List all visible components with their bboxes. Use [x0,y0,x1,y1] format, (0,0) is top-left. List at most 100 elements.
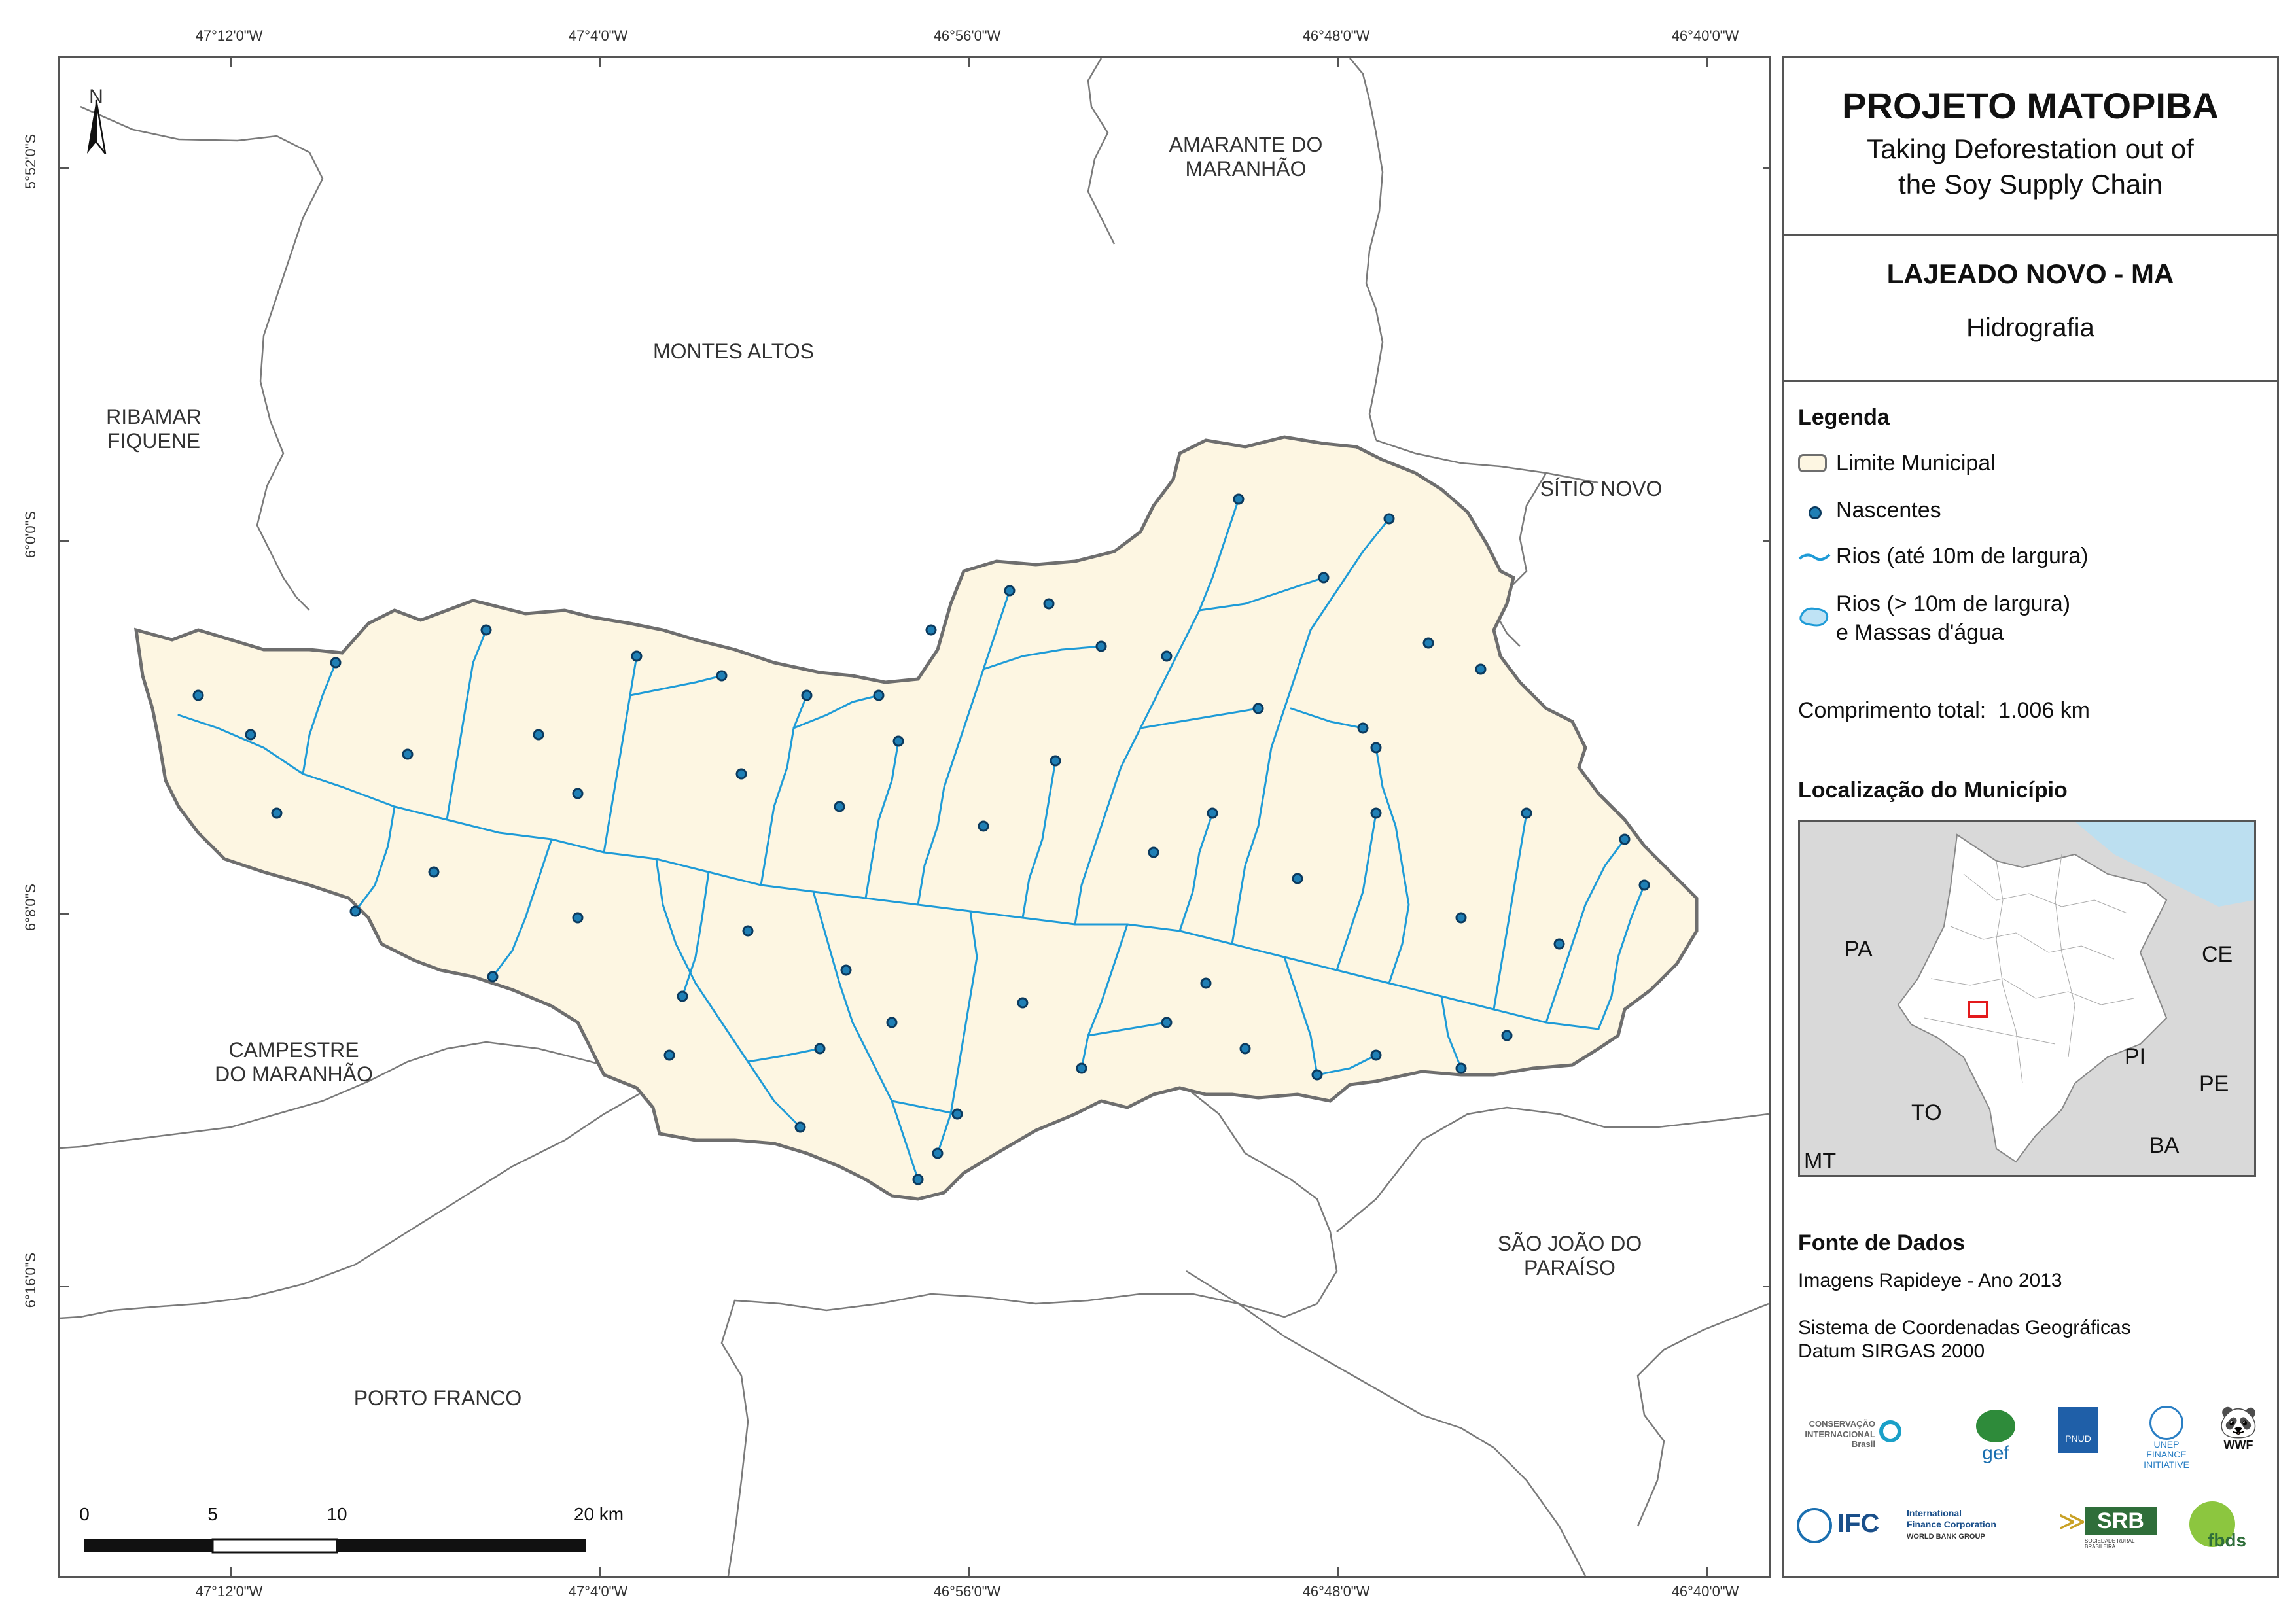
project-title: PROJETO MATOPIBA [1842,85,2219,126]
fbds-text: fbds [2208,1530,2247,1550]
nascente-point [330,657,342,669]
srb-logo: ≫ SRB SOCIEDADE RURAL BRASILEIRA [2058,1504,2163,1550]
graticule-ticks [60,58,1769,1576]
map-frame[interactable]: N AMARANTE DO MARANHÃO MONTES ALTOS RIBAM… [58,56,1771,1578]
map-canvas [60,58,1769,1576]
unep-fi-logo: UNEP FINANCE INITIATIVE [2137,1406,2196,1471]
nascente-point [192,689,204,701]
nascente-point [487,971,499,983]
unep-text: UNEP [2153,1439,2180,1450]
lon-label-bottom: 47°12'0"W [195,1583,263,1599]
project-subtitle-1: Taking Deforestation out of [1867,133,2194,164]
nascente-point [677,990,688,1002]
place-label-sao-joao: SÃO JOÃO DO PARAÍSO [1497,1232,1642,1280]
nascente-point [925,624,937,636]
state-label: MT [1804,1149,1837,1174]
ci-text: CONSERVAÇÃO [1809,1419,1875,1429]
place-label-sitio-novo: SÍTIO NOVO [1540,477,1663,500]
lon-label-bottom: 46°48'0"W [1302,1583,1370,1599]
nascente-point [840,964,852,976]
ci-text: INTERNACIONAL [1805,1429,1875,1439]
nascente-point [572,912,584,924]
srb-sub: SOCIEDADE RURAL BRASILEIRA [2085,1538,2135,1550]
nascente-point [951,1108,963,1120]
divider [1784,234,2277,236]
pnud-logo: PNUD [2058,1407,2102,1466]
place-label-ribamar: RIBAMAR FIQUENE [106,405,202,453]
nascente-point [814,1043,826,1055]
place-label-amarante: AMARANTE DO MARANHÃO [1169,133,1323,181]
lon-label-bottom: 46°56'0"W [933,1583,1001,1599]
nascente-point [631,650,643,662]
lon-label-top: 46°56'0"W [933,27,1001,44]
srb-text: SRB [2085,1507,2157,1535]
place-label-porto-franco: PORTO FRANCO [353,1386,522,1410]
title-block: PROJETO MATOPIBA Taking Deforestation ou… [1784,84,2277,200]
legend-label: e Massas d'água [1836,620,2004,646]
nascente-point [1252,703,1264,714]
municipio-polygon [133,435,1699,1201]
nascente-point [271,807,283,819]
length-value: 1.006 km [1998,698,2090,723]
scale-label: 0 [79,1504,90,1524]
nascente-point [480,624,492,636]
inset-map-svg [1897,822,2254,1163]
map-title-block: LAJEADO NOVO - MA Hidrografia [1784,258,2277,343]
nascente-point [1207,807,1218,819]
nascente-point [1161,1017,1173,1028]
ifc-logo: IFC International Finance Corporation WORL… [1797,1504,2032,1550]
legend-item-nascentes: Nascentes [1798,498,1941,523]
nascente-point [794,1121,806,1133]
legend-item-massas: Rios (> 10m de largura) e Massas d'água [1798,589,2070,647]
nascente-point [886,1017,898,1028]
source-line: Imagens Rapideye - Ano 2013 [1798,1270,2062,1291]
source-line: Datum SIRGAS 2000 [1798,1340,1985,1362]
lon-label-top: 46°40'0"W [1671,27,1739,44]
map-title: LAJEADO NOVO - MA [1886,258,2174,289]
neighbor-boundaries [60,58,1769,1576]
fbds-logo: fbds [2189,1501,2261,1554]
legend-heading: Legenda [1798,405,1890,430]
scale-label: 20 km [573,1504,624,1524]
lon-label-top: 46°48'0"W [1302,27,1370,44]
pnud-text: PNUD [2058,1407,2098,1453]
nascente-point [1455,912,1467,924]
length-line: Comprimento total: 1.006 km [1798,698,2090,724]
nascente-icon [1798,500,1831,522]
legend-label: Rios (até 10m de largura) [1836,544,2089,568]
sources-heading: Fonte de Dados [1798,1230,1966,1255]
nascente-point [533,729,544,741]
nascente-point [834,801,845,812]
ci-text: Brasil [1851,1439,1875,1450]
nascente-point [892,735,904,747]
nascente-point [1370,807,1382,819]
nascente-point [245,729,256,741]
nascente-point [1050,755,1061,767]
side-panel: PROJETO MATOPIBA Taking Deforestation ou… [1782,56,2279,1578]
scale-label: 10 [327,1504,347,1524]
nascente-point [1076,1062,1087,1074]
nascente-point [1370,742,1382,754]
place-label-campestre: CAMPESTRE DO MARANHÃO [215,1038,373,1086]
wwf-text: WWF [2223,1439,2253,1452]
ifc-sub: WORLD BANK GROUP [1907,1532,1985,1541]
place-label-montes-altos: MONTES ALTOS [653,340,814,363]
legend-label: Nascentes [1836,498,1941,523]
nascente-point [1043,598,1055,610]
nascente-point [572,788,584,799]
nascente-point [742,925,754,937]
nascente-point [1239,1043,1251,1055]
limite-icon [1798,453,1831,475]
lon-label-top: 47°4'0"W [568,27,628,44]
nascente-point [1455,1062,1467,1074]
state-label: PA [1845,937,1873,962]
lat-label: 6°0'0"S [22,510,39,559]
nascente-point [1004,585,1016,597]
legend-label: Limite Municipal [1836,451,1996,476]
nascente-point [1553,938,1565,950]
wwf-logo: 🐼 WWF [2216,1407,2261,1466]
nascente-point [1619,833,1631,845]
globe-icon [1976,1410,2015,1442]
river-line-icon [1798,546,1831,568]
lon-label-bottom: 46°40'0"W [1671,1583,1739,1599]
